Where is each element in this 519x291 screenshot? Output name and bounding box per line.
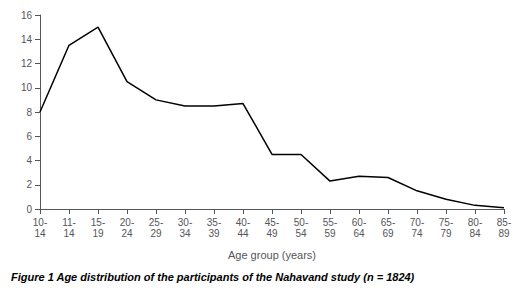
- svg-text:54: 54: [295, 228, 307, 239]
- svg-text:75-: 75-: [439, 217, 453, 228]
- svg-text:34: 34: [179, 228, 191, 239]
- svg-text:4: 4: [26, 155, 32, 166]
- svg-text:50-: 50-: [294, 217, 308, 228]
- svg-text:16: 16: [21, 10, 33, 21]
- svg-text:70-: 70-: [410, 217, 424, 228]
- svg-text:Figure 1 Age distribution of t: Figure 1 Age distribution of the partici…: [11, 271, 415, 283]
- svg-text:10: 10: [21, 82, 33, 93]
- svg-text:30-: 30-: [178, 217, 192, 228]
- svg-text:45-: 45-: [265, 217, 279, 228]
- svg-text:12: 12: [21, 58, 33, 69]
- svg-text:80-: 80-: [468, 217, 482, 228]
- svg-text:Age group (years): Age group (years): [228, 249, 316, 261]
- svg-text:85-: 85-: [497, 217, 511, 228]
- svg-text:35-: 35-: [207, 217, 221, 228]
- svg-text:39: 39: [208, 228, 220, 239]
- svg-text:20-: 20-: [120, 217, 134, 228]
- svg-text:11-: 11-: [62, 217, 76, 228]
- svg-text:84: 84: [469, 228, 481, 239]
- svg-text:74: 74: [411, 228, 423, 239]
- svg-text:55-: 55-: [323, 217, 337, 228]
- svg-text:25-: 25-: [149, 217, 163, 228]
- svg-text:89: 89: [498, 228, 510, 239]
- svg-text:14: 14: [63, 228, 75, 239]
- svg-text:44: 44: [237, 228, 249, 239]
- svg-text:0: 0: [26, 204, 32, 215]
- svg-text:8: 8: [26, 107, 32, 118]
- svg-text:14: 14: [21, 34, 33, 45]
- svg-text:15-: 15-: [91, 217, 105, 228]
- svg-text:40-: 40-: [236, 217, 250, 228]
- svg-text:2: 2: [26, 179, 32, 190]
- svg-text:29: 29: [150, 228, 162, 239]
- svg-text:69: 69: [382, 228, 394, 239]
- svg-text:10-: 10-: [33, 217, 47, 228]
- svg-text:64: 64: [353, 228, 365, 239]
- svg-text:60-: 60-: [352, 217, 366, 228]
- svg-text:49: 49: [266, 228, 278, 239]
- svg-text:79: 79: [440, 228, 452, 239]
- svg-text:6: 6: [26, 131, 32, 142]
- svg-text:65-: 65-: [381, 217, 395, 228]
- svg-text:19: 19: [92, 228, 104, 239]
- svg-text:14: 14: [34, 228, 46, 239]
- svg-text:24: 24: [121, 228, 133, 239]
- svg-text:59: 59: [324, 228, 336, 239]
